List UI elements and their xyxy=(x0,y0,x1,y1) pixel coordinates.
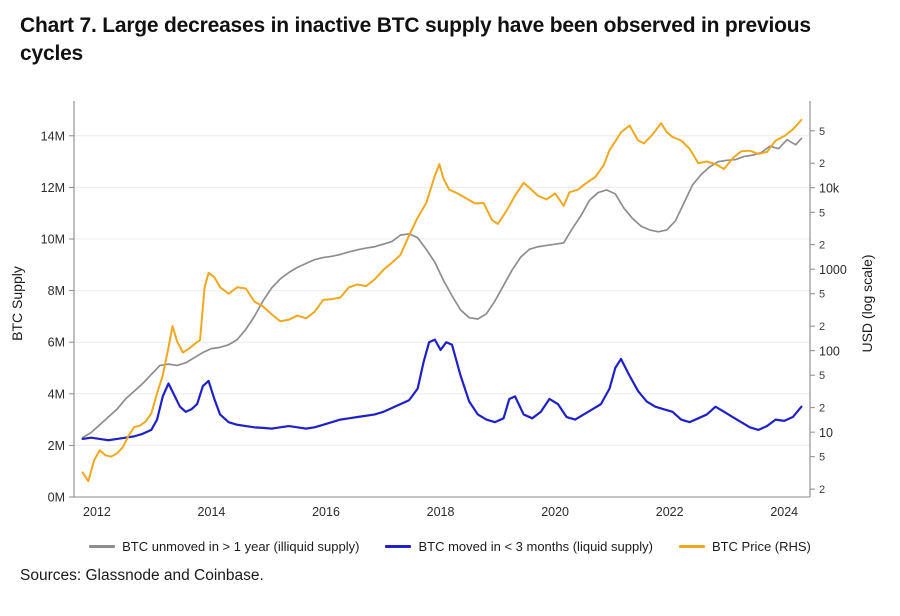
y-axis-tick-label: 0M xyxy=(48,491,65,505)
left-axis-title: BTC Supply xyxy=(9,266,25,341)
x-axis-tick-label: 2018 xyxy=(427,505,455,519)
y2-axis-tick-label: 2 xyxy=(819,321,825,333)
x-axis-tick-label: 2012 xyxy=(83,505,111,519)
series-line xyxy=(81,137,803,439)
legend-item-label: BTC Price (RHS) xyxy=(711,538,811,554)
y-axis-tick-label: 12M xyxy=(41,181,65,195)
y2-axis-tick-label: 1000 xyxy=(819,263,847,277)
y2-axis-tick-label: 2 xyxy=(819,484,825,496)
legend-item[interactable]: BTC Price (RHS) xyxy=(678,538,811,554)
x-axis-tick-label: 2016 xyxy=(312,505,340,519)
chart-figure: 0M 2M 4M 6M 8M 10M 12M 14M 2 5 10 2 5 100 2 5 1000 2 5 10k 2… xyxy=(0,88,900,528)
legend-swatch-icon xyxy=(678,544,705,548)
y2-axis-tick-label: 2 xyxy=(819,158,825,170)
y-axis-tick-label: 2M xyxy=(48,439,65,453)
y2-axis-tick-label: 2 xyxy=(819,240,825,252)
legend-item[interactable]: BTC moved in < 3 months (liquid supply) xyxy=(385,538,653,554)
y-axis-tick-label: 8M xyxy=(48,284,65,298)
y2-axis-tick-label: 5 xyxy=(819,289,825,301)
chart-legend: BTC unmoved in > 1 year (illiquid supply… xyxy=(0,532,900,560)
page-title: Chart 7. Large decreases in inactive BTC… xyxy=(20,14,811,65)
x-axis-tick-label: 2024 xyxy=(770,505,798,519)
y2-axis-tick-label: 5 xyxy=(819,207,825,219)
legend-item[interactable]: BTC unmoved in > 1 year (illiquid supply… xyxy=(89,539,359,554)
legend-item-label: BTC moved in < 3 months (liquid supply) xyxy=(418,538,653,554)
right-axis-title: USD (log scale) xyxy=(859,254,875,352)
y2-axis-tick-label: 10 xyxy=(819,426,833,440)
legend-swatch-icon xyxy=(385,544,412,548)
y-axis-tick-label: 4M xyxy=(48,387,65,401)
y2-axis-tick-label: 5 xyxy=(819,126,825,138)
y2-axis-tick-label: 10k xyxy=(819,182,840,196)
series-line xyxy=(81,118,803,483)
y2-axis-tick-label: 2 xyxy=(819,403,825,415)
y-axis-tick-label: 14M xyxy=(41,129,65,143)
chart-plot: 0M 2M 4M 6M 8M 10M 12M 14M 2 5 10 2 5 100 2 5 1000 2 5 10k 2… xyxy=(9,101,875,519)
legend-swatch-icon xyxy=(89,544,116,548)
x-axis-tick-label: 2022 xyxy=(656,505,684,519)
y2-axis-tick-label: 5 xyxy=(819,370,825,382)
sources-note: Sources: Glassnode and Coinbase. xyxy=(20,567,264,584)
y-axis-tick-label: 10M xyxy=(41,233,65,247)
y2-axis-tick-label: 100 xyxy=(819,344,840,358)
x-axis-tick-label: 2020 xyxy=(541,505,569,519)
series-line xyxy=(81,338,803,442)
y-axis-tick-label: 6M xyxy=(48,336,65,350)
legend-item-label: BTC unmoved in > 1 year (illiquid supply… xyxy=(122,538,360,554)
x-axis-tick-label: 2014 xyxy=(198,505,226,519)
y2-axis-tick-label: 5 xyxy=(819,452,825,464)
